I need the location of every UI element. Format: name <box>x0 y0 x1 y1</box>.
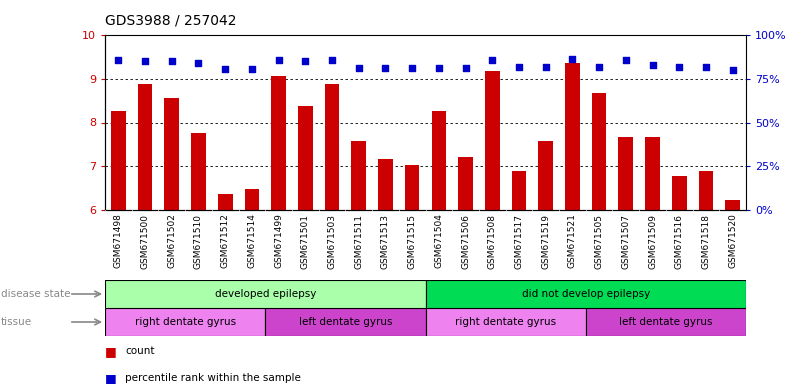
Text: GSM671520: GSM671520 <box>728 214 737 268</box>
Point <box>192 60 205 66</box>
Text: GSM671512: GSM671512 <box>221 214 230 268</box>
Point <box>513 63 525 70</box>
Point <box>539 63 552 70</box>
Text: GSM671498: GSM671498 <box>114 214 123 268</box>
Point <box>433 65 445 71</box>
Bar <box>191 132 206 210</box>
Point <box>165 58 178 65</box>
Point <box>299 58 312 65</box>
Point <box>459 65 472 71</box>
Point <box>352 65 365 71</box>
Text: disease state: disease state <box>1 289 70 299</box>
Text: ■: ■ <box>105 345 117 358</box>
Text: GSM671517: GSM671517 <box>514 214 524 268</box>
Point <box>727 67 739 73</box>
Text: GSM671501: GSM671501 <box>301 214 310 268</box>
Point <box>646 62 659 68</box>
Bar <box>698 170 713 210</box>
Text: developed epilepsy: developed epilepsy <box>215 289 316 299</box>
Text: GSM671521: GSM671521 <box>568 214 577 268</box>
Bar <box>512 170 526 210</box>
Point <box>673 63 686 70</box>
Bar <box>618 137 633 210</box>
Bar <box>458 157 473 210</box>
Text: GSM671511: GSM671511 <box>354 214 363 268</box>
Point <box>219 66 231 72</box>
Point <box>112 57 125 63</box>
Bar <box>565 63 580 210</box>
Bar <box>672 176 686 210</box>
Text: GSM671514: GSM671514 <box>248 214 256 268</box>
Point <box>139 58 151 65</box>
Bar <box>425 280 746 308</box>
Text: GSM671502: GSM671502 <box>167 214 176 268</box>
Point <box>566 56 579 62</box>
Bar <box>592 93 606 210</box>
Text: GSM671505: GSM671505 <box>594 214 604 268</box>
Bar <box>218 194 232 210</box>
Text: percentile rank within the sample: percentile rank within the sample <box>125 373 301 383</box>
Text: GSM671504: GSM671504 <box>434 214 444 268</box>
Text: left dentate gyrus: left dentate gyrus <box>619 317 713 327</box>
Text: right dentate gyrus: right dentate gyrus <box>135 317 235 327</box>
Text: GSM671508: GSM671508 <box>488 214 497 268</box>
Point <box>593 63 606 70</box>
Bar <box>265 308 425 336</box>
Bar <box>138 84 152 210</box>
Text: GDS3988 / 257042: GDS3988 / 257042 <box>105 13 236 27</box>
Bar <box>725 200 740 210</box>
Bar <box>105 308 265 336</box>
Bar <box>425 308 586 336</box>
Text: GSM671516: GSM671516 <box>674 214 684 268</box>
Text: GSM671507: GSM671507 <box>622 214 630 268</box>
Text: count: count <box>125 346 155 356</box>
Bar <box>405 166 420 210</box>
Text: GSM671506: GSM671506 <box>461 214 470 268</box>
Text: ■: ■ <box>105 372 117 384</box>
Text: GSM671500: GSM671500 <box>140 214 150 268</box>
Bar <box>324 84 340 210</box>
Text: GSM671513: GSM671513 <box>381 214 390 268</box>
Text: GSM671518: GSM671518 <box>702 214 710 268</box>
Text: did not develop epilepsy: did not develop epilepsy <box>521 289 650 299</box>
Point <box>699 63 712 70</box>
Bar <box>164 98 179 210</box>
Point <box>619 57 632 63</box>
Point <box>326 57 339 63</box>
Bar <box>111 111 126 210</box>
Text: GSM671519: GSM671519 <box>541 214 550 268</box>
Bar <box>485 71 500 210</box>
Bar <box>432 111 446 210</box>
Bar <box>244 189 260 210</box>
Text: left dentate gyrus: left dentate gyrus <box>299 317 392 327</box>
Bar <box>378 159 392 210</box>
Point <box>379 65 392 71</box>
Point <box>486 57 499 63</box>
Bar <box>272 76 286 210</box>
Point <box>406 65 419 71</box>
Text: GSM671510: GSM671510 <box>194 214 203 268</box>
Bar <box>645 137 660 210</box>
Bar <box>538 141 553 210</box>
Text: right dentate gyrus: right dentate gyrus <box>455 317 556 327</box>
Text: tissue: tissue <box>1 317 32 327</box>
Text: GSM671503: GSM671503 <box>328 214 336 268</box>
Text: GSM671509: GSM671509 <box>648 214 657 268</box>
Point <box>245 66 258 72</box>
Text: GSM671515: GSM671515 <box>408 214 417 268</box>
Text: GSM671499: GSM671499 <box>274 214 283 268</box>
Bar <box>586 308 746 336</box>
Bar <box>105 280 425 308</box>
Bar <box>298 106 312 210</box>
Point <box>272 57 285 63</box>
Bar <box>352 141 366 210</box>
